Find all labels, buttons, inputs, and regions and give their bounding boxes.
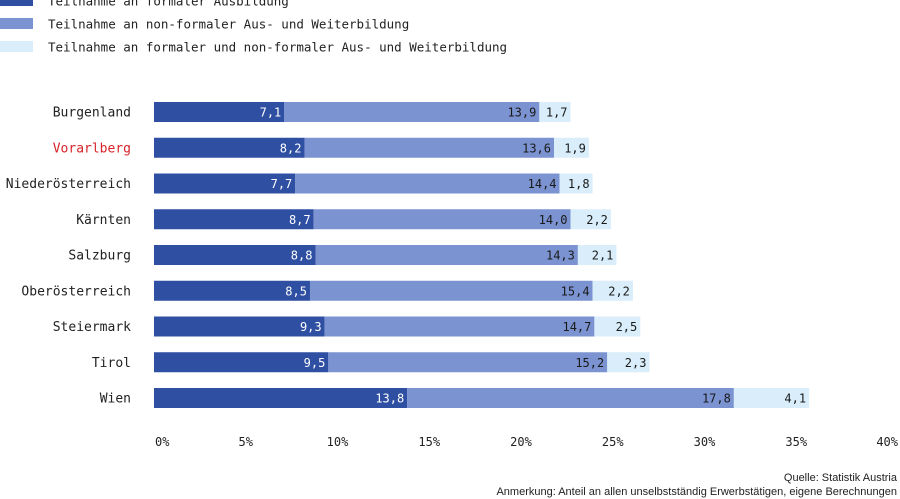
data-label: 17,8 [702, 392, 731, 406]
bar-segment-series-1 [154, 280, 310, 301]
category-label: Tirol [92, 356, 131, 371]
bar-segment-series-2 [313, 209, 571, 230]
category-label: Niederösterreich [6, 177, 131, 192]
x-tick-label: 15% [418, 435, 440, 449]
bar-segment-series-1 [154, 137, 305, 158]
data-label: 1,9 [564, 141, 586, 155]
bar-segment-series-2 [328, 352, 608, 373]
category-label: Burgenland [53, 106, 131, 121]
annotation-note: Anmerkung: Anteil an allen unselbstständ… [496, 486, 897, 498]
x-tick-label: 25% [602, 435, 624, 449]
category-label: Salzburg [68, 249, 131, 264]
bar-segment-series-3 [539, 102, 571, 122]
data-label: 14,0 [539, 213, 568, 227]
bar-segment-series-1 [154, 388, 408, 408]
data-label: 8,5 [285, 284, 307, 298]
data-label: 1,8 [568, 177, 590, 191]
category-label: Steiermark [53, 320, 131, 335]
data-label: 8,8 [291, 249, 313, 263]
category-labels: Burgenland Vorarlberg Niederösterreich Kärn… [6, 106, 131, 407]
x-tick-label: 20% [510, 435, 532, 449]
legend-label-2: Teilnahme an non-formaler Aus- und Weite… [48, 17, 409, 32]
bar-segment-series-3 [554, 137, 589, 158]
category-label: Wien [100, 392, 131, 407]
data-label: 14,4 [528, 177, 557, 191]
bar-segment-series-2 [295, 173, 560, 194]
x-tick-label: 0% [155, 435, 170, 449]
data-label: 1,7 [546, 106, 568, 120]
bar-segment-series-2 [309, 280, 593, 301]
bar-segment-series-2 [324, 316, 595, 337]
data-label: 4,1 [784, 392, 806, 406]
data-label: 2,5 [616, 320, 638, 334]
data-label: 2,1 [592, 249, 614, 263]
bar-segment-series-3 [577, 245, 617, 265]
bar-segment-series-1 [154, 316, 325, 337]
value-labels: 7,1 13,9 1,7 8,2 13,6 1,9 7,7 14,4 1,8 8,7 14,0 2,2… [260, 106, 806, 406]
bar-segment-series-2 [407, 388, 734, 408]
data-label: 9,5 [304, 356, 326, 370]
legend-swatch-2 [0, 18, 33, 29]
legend-swatch-3 [0, 41, 33, 52]
data-label: 2,2 [608, 284, 630, 298]
data-label: 15,2 [575, 356, 604, 370]
data-label: 15,4 [561, 284, 590, 298]
data-label: 14,3 [546, 249, 575, 263]
x-tick-label: 5% [239, 435, 254, 449]
bar-segment-series-3 [559, 173, 593, 194]
bar-segment-series-2 [284, 102, 540, 122]
x-axis-ticks: 0% 5% 10% 15% 20% 25% 30% 35% 40% [155, 435, 899, 449]
data-label: 14,7 [562, 320, 591, 334]
bar-segment-series-3 [607, 352, 650, 373]
bar-segment-series-3 [570, 209, 611, 230]
bar-segment-series-1 [154, 352, 329, 373]
bar-segment-series-1 [154, 102, 285, 122]
legend-label-3: Teilnahme an formaler und non-formaler A… [48, 40, 507, 55]
data-label: 7,1 [260, 106, 282, 120]
legend-label-1: Teilnahme an formaler Ausbildung [48, 0, 289, 9]
x-tick-label: 35% [785, 435, 807, 449]
category-label: Oberösterreich [21, 284, 131, 299]
bar-segment-series-1 [154, 209, 314, 230]
x-tick-label: 10% [327, 435, 349, 449]
data-label: 2,2 [586, 213, 608, 227]
bar-segment-series-3 [733, 388, 810, 408]
bars [154, 102, 810, 408]
data-label: 9,3 [300, 320, 322, 334]
data-label: 13,8 [375, 392, 404, 406]
x-tick-label: 30% [694, 435, 716, 449]
category-label: Vorarlberg [53, 141, 131, 156]
bar-segment-series-2 [315, 245, 578, 265]
source-note: Quelle: Statistik Austria [784, 472, 898, 484]
category-label: Kärnten [76, 213, 131, 228]
data-label: 13,9 [507, 106, 536, 120]
bar-segment-series-2 [304, 137, 555, 158]
legend-swatch-1 [0, 0, 33, 6]
data-label: 7,7 [271, 177, 293, 191]
data-label: 13,6 [522, 141, 551, 155]
bar-segment-series-3 [594, 316, 641, 337]
data-label: 8,2 [280, 141, 302, 155]
x-tick-label: 40% [876, 435, 898, 449]
bar-segment-series-1 [154, 245, 316, 265]
bar-segment-series-3 [592, 280, 633, 301]
legend: Teilnahme an formaler Ausbildung Teilnahm… [0, 0, 507, 55]
bar-segment-series-1 [154, 173, 296, 194]
data-label: 8,7 [289, 213, 311, 227]
data-label: 2,3 [625, 356, 647, 370]
